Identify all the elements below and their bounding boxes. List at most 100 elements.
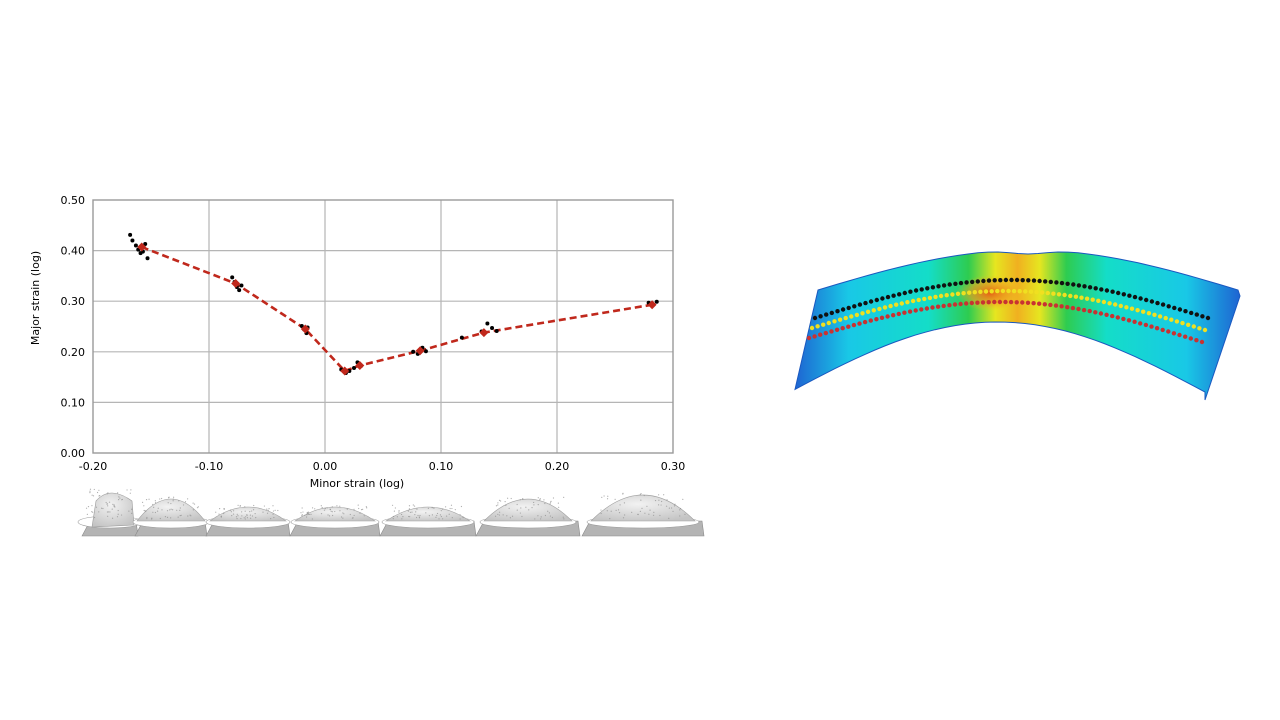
speckle-dot [407, 510, 410, 512]
speckle-dot [321, 506, 323, 509]
speckle-dot [505, 504, 507, 506]
speckle-dot [192, 502, 194, 504]
speckle-dot [252, 509, 255, 511]
speckle-dot [154, 500, 156, 502]
speckle-dot [408, 505, 411, 507]
speckle-dot [684, 513, 686, 515]
speckle-dot [270, 517, 272, 520]
speckle-dot [359, 512, 361, 514]
surface-point [1051, 291, 1056, 296]
surface-point [975, 300, 980, 305]
speckle-dot [189, 514, 191, 516]
speckle-dot [230, 511, 232, 513]
surface-point [1053, 303, 1059, 308]
data-point [130, 238, 135, 243]
y-tick-label: 0.10 [61, 396, 86, 409]
surface-point [818, 332, 823, 337]
speckle-dot [89, 490, 91, 492]
speckle-dot [521, 515, 523, 518]
point-row [806, 299, 1205, 345]
speckle-dot [435, 516, 437, 518]
speckle-dot [396, 516, 398, 518]
surface-point [1135, 308, 1140, 313]
speckle-dot [153, 506, 155, 508]
x-tick-label: 0.30 [661, 460, 686, 473]
speckle-dot [308, 513, 310, 516]
surface-point [936, 284, 941, 289]
surface-point [1143, 322, 1149, 328]
speckle-dot [328, 515, 331, 517]
speckle-dot [106, 503, 108, 505]
speckle-dot [673, 505, 676, 507]
speckle-dot [184, 501, 187, 503]
speckle-dot [164, 516, 167, 518]
data-point [411, 349, 416, 354]
speckle-dot [409, 511, 412, 513]
speckle-dot [172, 500, 174, 502]
speckle-dot [639, 493, 641, 496]
speckle-dot [606, 498, 609, 500]
speckle-dot [563, 518, 565, 520]
surface-point [1152, 312, 1157, 317]
strain-surface [794, 251, 1241, 401]
speckle-dot [152, 511, 154, 513]
surface-point [1028, 289, 1034, 294]
surface-point [1160, 327, 1165, 333]
speckle-dot [146, 516, 148, 519]
surface-point [1183, 309, 1188, 314]
speckle-dot [543, 499, 545, 501]
speckle-dot [111, 508, 113, 510]
speckle-dot [243, 517, 245, 519]
speckle-dot [506, 515, 508, 517]
speckle-dot [152, 503, 154, 506]
speckle-dot [413, 505, 416, 507]
speckle-dot [644, 512, 646, 514]
speckle-dot [497, 513, 499, 515]
surface-point [1107, 301, 1112, 306]
speckle-dot [179, 509, 181, 511]
speckle-dot [326, 507, 328, 509]
speckle-dot [610, 510, 612, 512]
speckle-dot [118, 498, 120, 501]
surface-point [1020, 278, 1025, 283]
speckle-dot [240, 517, 242, 520]
fit-marker [479, 328, 489, 338]
speckle-dot [668, 517, 670, 519]
speckle-dot [549, 515, 552, 517]
surface-point [860, 311, 865, 316]
surface-point [1202, 327, 1208, 333]
speckle-dot [267, 509, 269, 512]
surface-point [919, 287, 924, 292]
surface-point [1037, 278, 1042, 284]
speckle-dot [544, 502, 546, 505]
speckle-dot [246, 517, 249, 519]
speckle-dot [539, 499, 541, 501]
surface-point [852, 304, 857, 309]
fit-marker [415, 346, 425, 356]
surface-point [961, 291, 966, 296]
surface-point [972, 290, 977, 295]
speckle-dot [498, 511, 501, 513]
speckle-dot [244, 506, 246, 508]
speckle-dot [449, 507, 451, 510]
surface-point [1045, 290, 1051, 296]
speckle-dot [417, 514, 419, 517]
speckle-dot [179, 507, 181, 509]
speckle-dot [272, 513, 274, 515]
surface-point [857, 321, 862, 326]
speckle-dot [666, 499, 668, 501]
surface-point [1177, 332, 1182, 338]
speckle-dot [509, 517, 511, 519]
speckle-dot [414, 513, 416, 516]
surface-point [986, 300, 991, 305]
surface-point [857, 302, 863, 307]
speckle-dot [674, 503, 676, 505]
surface-point [964, 280, 969, 285]
speckle-dot [102, 507, 104, 510]
surface-point [927, 295, 933, 301]
speckle-dot [89, 488, 92, 490]
speckle-dot [657, 504, 660, 506]
surface-point [980, 300, 986, 305]
surface-point [880, 296, 885, 301]
speckle-dot [540, 518, 542, 520]
